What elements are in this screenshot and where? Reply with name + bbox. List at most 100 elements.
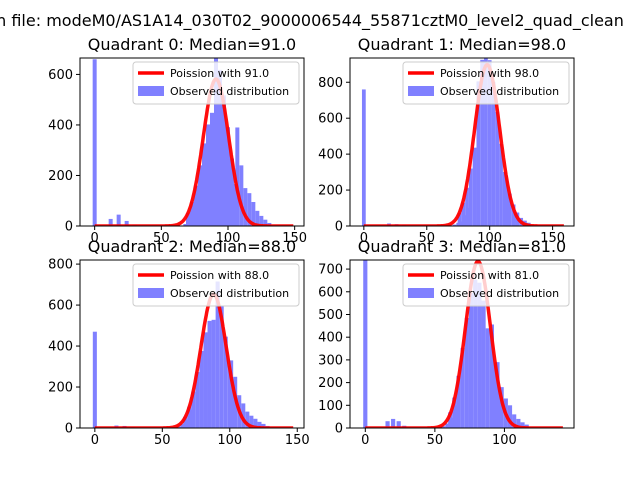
quadrant-1-plot-area [361,58,564,226]
y-tick-label: 300 [318,353,343,368]
histogram-bar [477,282,482,428]
y-tick-label: 200 [48,169,73,184]
histogram-bar [263,219,268,226]
x-tick-label: 100 [216,231,241,246]
histogram-bar [195,372,200,428]
y-tick-label: 800 [318,76,343,91]
histogram-bar [465,187,469,226]
histogram-bar [472,147,477,226]
histogram-bar [191,391,196,428]
axes-frame [349,259,575,429]
legend: Poission with 81.0 Observed distribution [402,263,570,307]
y-tick-label: 100 [318,399,343,414]
histogram-bar [520,422,525,428]
x-tick-label: 0 [360,231,368,246]
y-tick-label: 400 [318,331,343,346]
histogram-bar [214,58,218,226]
histogram-bar [441,426,446,428]
histogram-bar [251,202,256,226]
y-tick-label: 400 [318,148,343,163]
y-tick-label: 0 [335,220,343,235]
histogram-bar [511,204,516,226]
histogram-bar [487,60,492,226]
legend-label-poisson: Poission with 81.0 [440,269,539,282]
x-tick-label: 0 [361,433,369,448]
legend-label-observed: Observed distribution [170,287,289,300]
y-tick-label: 0 [335,422,343,437]
legend-label-poisson: Poission with 91.0 [170,67,269,80]
histogram-bar [259,215,264,226]
subplot-title: Quadrant 3: Median=81.0 [358,237,566,256]
quadrant-3-plot-area [363,260,563,428]
histogram-bar [176,426,181,428]
histogram-bar [116,214,121,226]
histogram-bar [363,260,368,428]
histogram-bar [211,319,216,428]
histogram-bar [512,414,517,428]
histogram-bar [219,306,224,428]
histogram-bar [516,418,521,428]
histogram-bar [480,59,485,226]
histogram-bar [207,320,212,428]
histogram-bar [210,112,214,226]
x-tick-label: 100 [217,433,242,448]
histogram-bar [223,336,228,428]
legend-label-observed: Observed distribution [440,287,559,300]
axes-frame [79,57,305,227]
y-tick-label: 400 [48,118,73,133]
histogram-bar [226,127,230,226]
histogram-bar [473,279,478,428]
y-tick-label: 700 [318,263,343,278]
subplot-title: Quadrant 1: Median=98.0 [358,35,566,54]
y-tick-label: 200 [318,376,343,391]
histogram-bar [485,328,490,428]
histogram-bar [499,143,503,226]
x-tick-label: 100 [492,433,517,448]
histogram-bar [203,332,208,428]
histogram-bar [245,411,250,428]
histogram-bar [255,210,260,226]
histogram-bar [491,81,496,226]
y-tick-label: 800 [48,258,73,273]
histogram-bar [199,350,204,428]
y-tick-label: 200 [48,381,73,396]
x-tick-label: 150 [540,231,565,246]
histogram-bar [456,375,461,428]
legend-box [402,61,570,105]
histogram-bar [194,185,198,226]
histogram-bar [249,415,254,428]
histogram-bar [464,317,469,428]
histogram-bar [218,69,222,226]
histogram-bar [468,168,473,226]
histogram-bar [507,193,512,226]
histogram-bar [484,58,488,226]
histogram-bar [239,165,244,226]
histogram-bar [183,416,188,428]
histogram-bar [235,127,240,226]
y-tick-label: 400 [48,340,73,355]
legend: Poission with 98.0 Observed distribution [402,61,570,105]
legend-label-observed: Observed distribution [440,85,559,98]
histogram-bar [385,421,390,428]
histogram-bar [461,202,466,226]
histogram-bar [215,281,220,428]
poisson-curve [365,260,563,428]
y-tick-label: 600 [48,299,73,314]
histogram-bar [190,201,194,226]
x-tick-label: 150 [285,433,310,448]
histogram-bar [396,421,401,428]
x-tick-label: 50 [153,231,170,246]
axes-frame [79,259,305,429]
histogram-bar [495,362,500,428]
histogram-bar [448,412,453,428]
histogram-bar [476,81,481,226]
histogram-bar [481,300,486,428]
y-tick-label: 600 [318,112,343,127]
histogram-bar [452,397,457,428]
legend: Poission with 88.0 Observed distribution [132,263,300,307]
legend-box [132,61,300,105]
histogram-bar [241,403,246,428]
legend-label-poisson: Poission with 88.0 [170,269,269,282]
y-tick-label: 0 [65,220,73,235]
